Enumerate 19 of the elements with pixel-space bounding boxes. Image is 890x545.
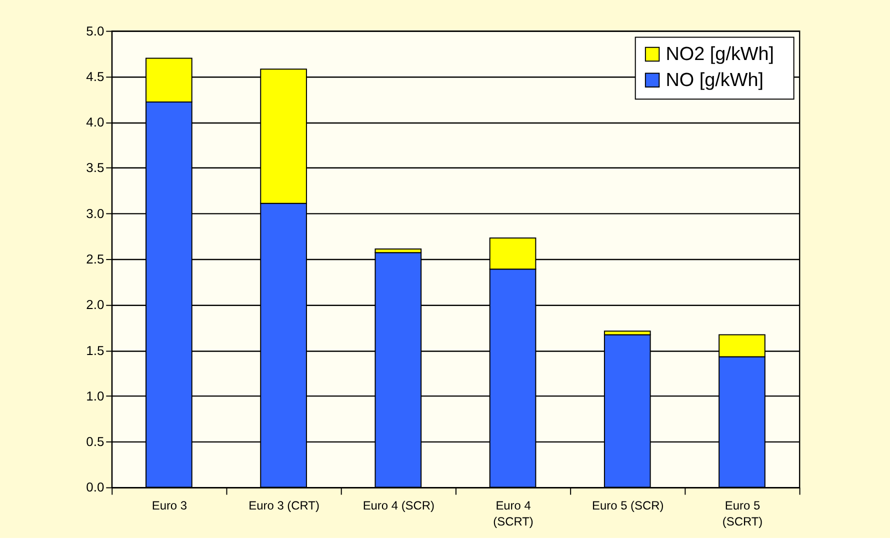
y-tick-label: 2.5 (86, 252, 104, 267)
y-tick-label: 2.0 (86, 297, 104, 312)
y-tick-label: 4.0 (86, 114, 104, 130)
y-tick-label: 3.5 (86, 160, 104, 176)
y-tick-label: 1.0 (86, 388, 104, 404)
x-tick-label: Euro 3 (152, 498, 188, 513)
y-tick-label: 3.0 (86, 206, 104, 221)
legend-label: NO [g/kWh] (666, 70, 764, 92)
y-tick-label: 1.5 (86, 342, 104, 358)
x-tick-label: Euro 4 (SCRT) (493, 498, 534, 529)
y-tick-label: 0.0 (86, 480, 104, 495)
x-tick-label: Euro 4 (SCR) (362, 498, 434, 513)
y-tick-label: 4.5 (86, 68, 104, 84)
y-tick-label: 5.0 (86, 23, 104, 38)
legend-label: NO2 [g/kWh] (666, 44, 774, 66)
x-tick-label: Euro 5 (SCR) (592, 498, 664, 513)
x-tick-label: Euro 5 (SCRT) (722, 498, 763, 529)
x-tick-label: Euro 3 (CRT) (248, 498, 320, 513)
y-tick-label: 0.5 (86, 434, 104, 450)
